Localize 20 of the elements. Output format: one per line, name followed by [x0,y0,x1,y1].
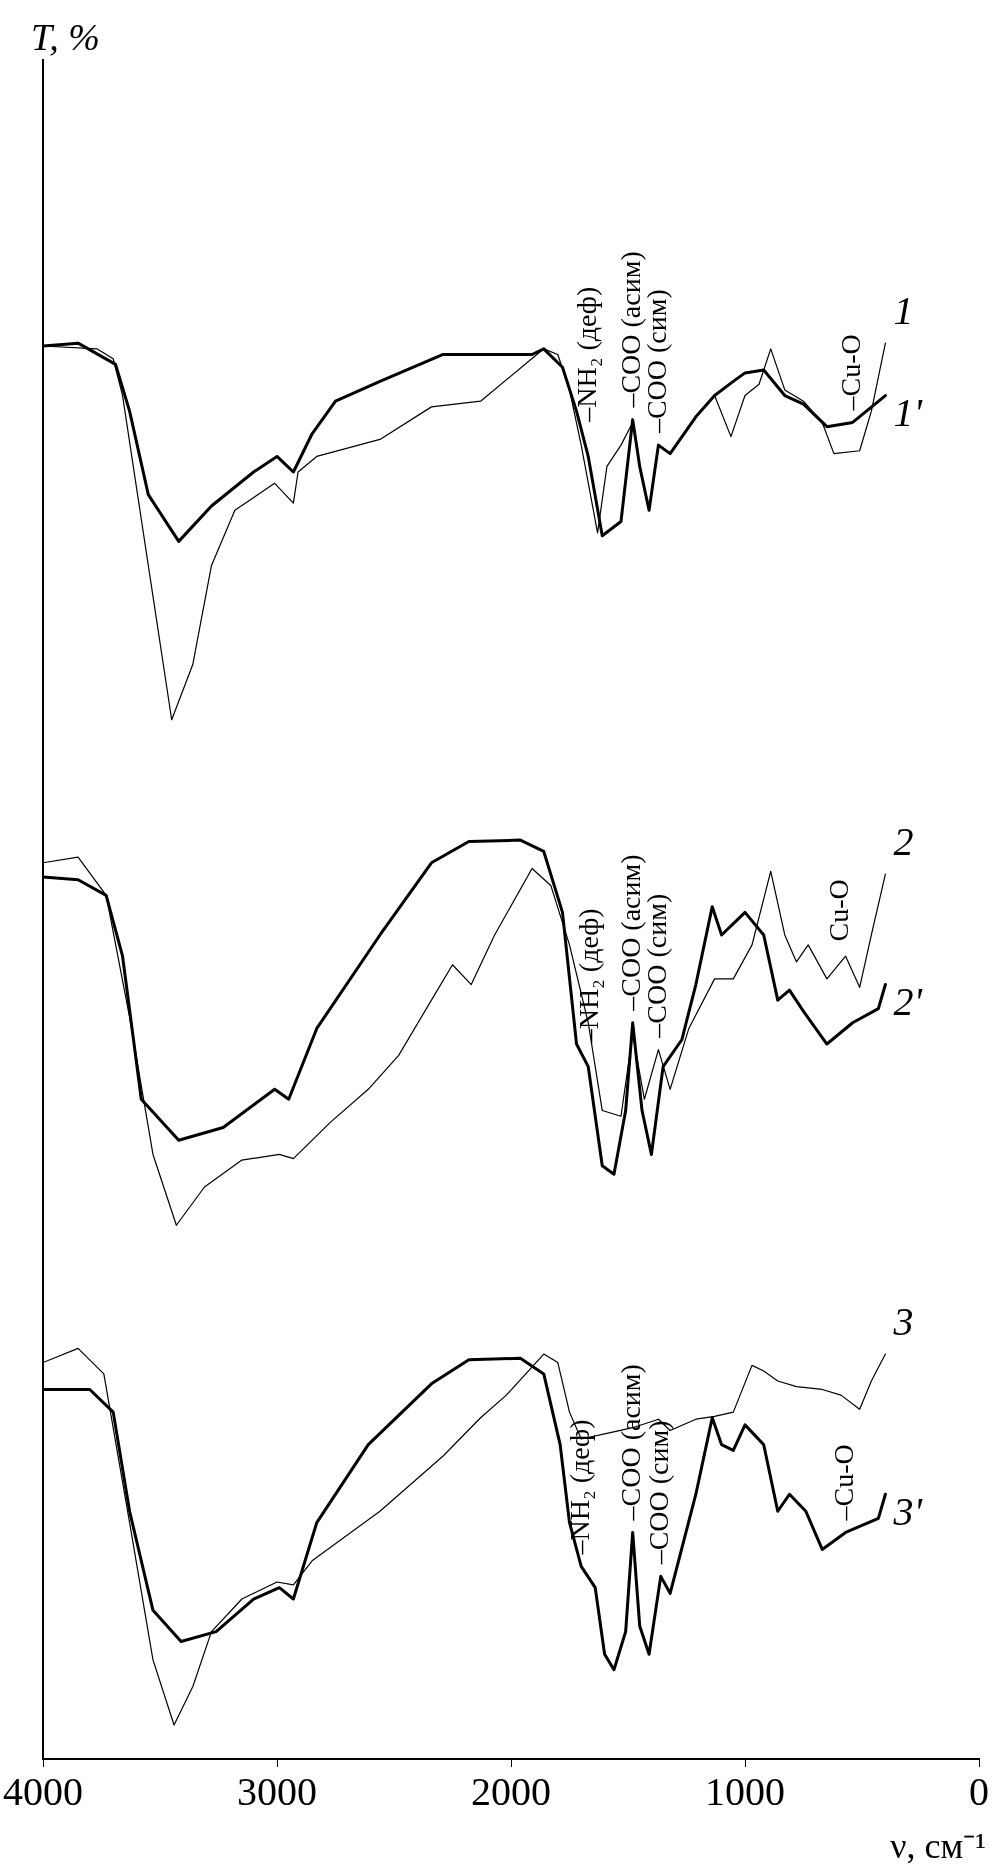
x-axis-title: ν, см⁻¹ [890,1826,986,1867]
annotation: –Cu-O [835,334,866,412]
series-label: 2 [893,818,914,864]
annotation: –NH₂ (деф) [570,286,602,423]
annotation: –NH₂ (деф) [563,1419,595,1556]
text: T, % [31,15,100,58]
series-label: 3' [892,1488,924,1534]
series-label: 1 [893,287,914,333]
series-label: 3 [892,1298,914,1344]
series-label: 1' [893,390,924,436]
annotation: –NH₂ (деф) [572,908,604,1045]
x-tick-label: 1000 [705,1768,785,1814]
annotation: Cu-O [823,879,855,942]
series-label: 2' [893,979,924,1025]
x-tick-label: 4000 [3,1768,83,1814]
annotation: –COO (асим) [615,1364,647,1522]
x-tick-label: 0 [969,1768,989,1814]
annotation: –Cu-O [827,1444,859,1522]
x-tick-label: 3000 [237,1768,317,1814]
x-tick-label: 2000 [471,1768,551,1814]
